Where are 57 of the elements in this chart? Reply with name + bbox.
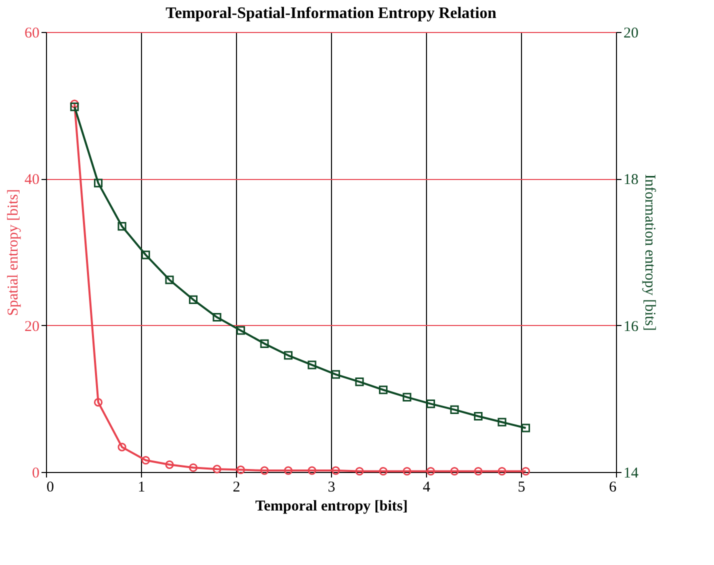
y-axis-title: Spatial entropy [bits]	[6, 189, 22, 316]
point	[94, 178, 103, 188]
point	[236, 466, 246, 474]
point	[165, 460, 174, 469]
point	[331, 466, 340, 475]
point	[378, 466, 388, 476]
point	[331, 370, 340, 379]
point	[70, 100, 79, 108]
y-tick-label: 40	[24, 172, 40, 188]
y-tick-label: 20	[24, 318, 40, 335]
point	[355, 378, 364, 386]
point	[402, 466, 412, 476]
point	[308, 360, 316, 370]
point	[426, 400, 436, 408]
x-tick-label: 3	[328, 480, 336, 496]
point	[378, 386, 388, 394]
y2-axis-title: Information entropy [bits]	[642, 174, 658, 331]
point	[141, 250, 150, 260]
y-tick-label: 0	[32, 466, 40, 482]
y2-tick-label: 14	[624, 466, 639, 482]
point	[260, 339, 269, 348]
point	[188, 295, 198, 304]
y-tick-label: 60	[24, 26, 40, 42]
point	[118, 442, 126, 452]
point	[474, 466, 483, 476]
point	[70, 102, 79, 112]
point	[141, 456, 150, 465]
point	[498, 418, 506, 426]
y2-tick-label: 16	[624, 318, 639, 335]
y2-tick-label: 18	[624, 172, 638, 188]
point	[474, 412, 483, 421]
x-tick-label: 6	[609, 480, 617, 496]
point	[188, 463, 198, 472]
x-tick-label: 1	[138, 480, 146, 496]
point	[94, 398, 103, 407]
point	[212, 312, 222, 322]
point	[402, 392, 412, 402]
point	[355, 466, 364, 476]
y2-tick-label: 20	[624, 26, 638, 42]
point	[118, 222, 126, 231]
point	[308, 466, 316, 475]
x-tick-label: 5	[518, 480, 526, 496]
point	[212, 464, 222, 474]
chart-title: Temporal-Spatial-Information Entropy Relation	[166, 5, 496, 22]
point	[450, 405, 459, 414]
point	[284, 466, 293, 475]
point	[284, 351, 293, 360]
x-tick-label: 0	[46, 480, 54, 496]
x-tick-label: 4	[422, 480, 431, 496]
point	[236, 326, 246, 335]
x-axis-title: Temporal entropy [bits]	[255, 498, 408, 514]
point	[498, 466, 506, 476]
x-tick-label: 2	[232, 480, 240, 496]
point	[521, 424, 530, 432]
point	[450, 466, 459, 476]
point	[260, 466, 269, 475]
point	[165, 276, 174, 284]
